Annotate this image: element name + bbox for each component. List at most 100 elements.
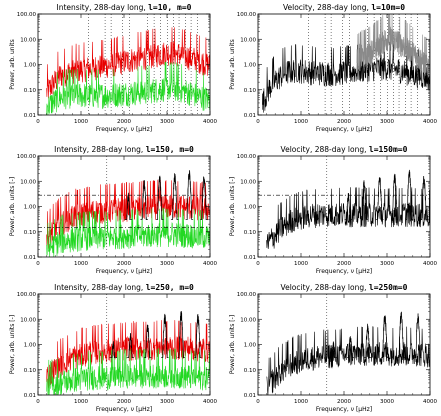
y-tick-label: 10.00 xyxy=(20,179,36,185)
x-tick-label: 4000 xyxy=(203,261,217,267)
y-tick-label: 0.01 xyxy=(24,255,36,261)
x-tick-label: 4000 xyxy=(203,399,217,405)
x-tick-label: 4000 xyxy=(203,119,217,125)
chart-panel-4: 100.00 10.00 1.00 0.10 0.010 1000 2000 3000 4000… xyxy=(229,145,437,275)
mode-peak xyxy=(171,173,179,221)
y-tick-label: 100.00 xyxy=(17,292,37,298)
x-tick-label: 1000 xyxy=(74,261,88,267)
mode-peak xyxy=(126,332,135,359)
y-tick-label: 1.00 xyxy=(244,205,257,211)
mode-peak xyxy=(375,177,384,221)
x-tick-label: 4000 xyxy=(423,119,437,125)
chart-panel-1: 100.00 10.00 1.00 0.10 0.010 1000 2000 3000 4000… xyxy=(9,3,217,133)
chart-title-text: Intensity, 288-day long, xyxy=(54,145,146,154)
chart-title-mode: l=10, m=0 xyxy=(148,3,192,12)
x-tick-label: 1000 xyxy=(294,399,308,405)
y-tick-label: 10.00 xyxy=(20,37,36,43)
y-tick-label: 100.00 xyxy=(237,12,257,18)
y-tick-label: 0.01 xyxy=(24,113,36,119)
chart-title: Intensity, 288-day long, l=10, m=0 xyxy=(57,3,192,12)
y-tick-label: 10.00 xyxy=(240,179,256,185)
y-axis-label: Power, arb. units [-] xyxy=(9,315,16,374)
y-axis-label: Power, arb. units xyxy=(229,39,236,89)
mode-peak xyxy=(177,311,185,359)
chart-title-mode: l=250m=0 xyxy=(369,283,408,292)
chart-title-text: Velocity, 288-day long, xyxy=(281,283,369,292)
y-axis-label: Power, arb. units [-] xyxy=(229,315,236,374)
series-line xyxy=(46,61,210,115)
x-tick-label: 4000 xyxy=(423,261,437,267)
plot-area xyxy=(46,294,210,395)
mode-peak xyxy=(391,173,399,221)
y-tick-label: 10.00 xyxy=(240,37,256,43)
y-tick-label: 10.00 xyxy=(20,317,36,323)
series-line xyxy=(46,27,210,99)
chart-title: Intensity, 288-day long, l=150, m=0 xyxy=(54,145,194,154)
mode-peak xyxy=(155,175,164,221)
x-tick-label: 1000 xyxy=(294,119,308,125)
chart-title-text: Velocity, 288-day long, xyxy=(283,3,371,12)
mode-peak xyxy=(414,313,422,359)
x-tick-label: 1000 xyxy=(74,119,88,125)
chart-title-mode: l=150, m=0 xyxy=(146,145,194,154)
series-line xyxy=(266,326,430,395)
y-tick-label: 1.00 xyxy=(24,343,37,349)
mode-peak xyxy=(405,169,414,221)
y-tick-label: 0.01 xyxy=(244,255,256,261)
x-tick-label: 0 xyxy=(36,119,40,125)
x-tick-label: 2000 xyxy=(117,261,131,267)
series-line xyxy=(46,207,210,257)
chart-title: Velocity, 288-day long, l=150m=0 xyxy=(281,145,408,154)
chart-panel-2: 100.00 10.00 1.00 0.10 0.010 1000 2000 3000 4000… xyxy=(229,3,437,133)
chart-title: Velocity, 288-day long, l=10m=0 xyxy=(283,3,405,12)
mode-peak xyxy=(194,313,202,359)
x-tick-label: 2000 xyxy=(117,119,131,125)
x-axis-label: Frequency, ν [μHz] xyxy=(96,126,152,133)
y-tick-label: 0.10 xyxy=(24,368,37,374)
series-line xyxy=(356,14,430,80)
x-tick-label: 1000 xyxy=(294,261,308,267)
series-line xyxy=(46,347,210,395)
y-tick-label: 1.00 xyxy=(24,63,37,69)
x-tick-label: 2000 xyxy=(337,399,351,405)
mode-peak xyxy=(420,175,428,221)
chart-title-mode: l=150m=0 xyxy=(369,145,408,154)
mode-peak xyxy=(124,192,133,221)
y-tick-label: 10.00 xyxy=(240,317,256,323)
plot-area xyxy=(38,156,210,257)
mode-peak xyxy=(185,170,194,221)
y-tick-label: 1.00 xyxy=(244,343,257,349)
plot-area xyxy=(258,156,430,257)
mode-peak xyxy=(346,336,355,359)
chart-title-text: Velocity, 288-day long, xyxy=(281,145,369,154)
x-tick-label: 3000 xyxy=(160,261,174,267)
y-tick-label: 0.01 xyxy=(244,113,256,119)
chart-title-text: Intensity, 288-day long, xyxy=(57,3,149,12)
y-axis-label: Power, arb. units xyxy=(9,39,16,89)
x-axis-label: Frequency, ν [μHz] xyxy=(96,406,152,413)
chart-title-mode: l=10m=0 xyxy=(371,3,405,12)
x-tick-label: 2000 xyxy=(337,261,351,267)
x-tick-label: 3000 xyxy=(380,261,394,267)
mode-peak xyxy=(381,315,389,359)
chart-title-text: Intensity, 288-day long, xyxy=(54,283,146,292)
x-tick-label: 3000 xyxy=(380,119,394,125)
y-tick-label: 100.00 xyxy=(237,292,257,298)
chart-panel-6: 100.00 10.00 1.00 0.10 0.010 1000 2000 3000 4000… xyxy=(229,283,437,413)
chart-panel-5: 100.00 10.00 1.00 0.10 0.010 1000 2000 3000 4000… xyxy=(9,283,217,413)
x-tick-label: 4000 xyxy=(423,399,437,405)
y-tick-label: 0.10 xyxy=(244,368,257,374)
mode-peak xyxy=(397,311,405,359)
mode-peak xyxy=(143,324,152,359)
series-line xyxy=(46,179,210,249)
mode-peak xyxy=(140,180,148,221)
x-tick-label: 0 xyxy=(36,261,40,267)
series-line xyxy=(262,41,430,113)
x-tick-label: 1000 xyxy=(74,399,88,405)
plot-area xyxy=(46,14,210,115)
y-tick-label: 0.10 xyxy=(24,88,37,94)
x-tick-label: 2000 xyxy=(337,119,351,125)
y-tick-label: 100.00 xyxy=(17,12,37,18)
x-tick-label: 0 xyxy=(256,261,260,267)
